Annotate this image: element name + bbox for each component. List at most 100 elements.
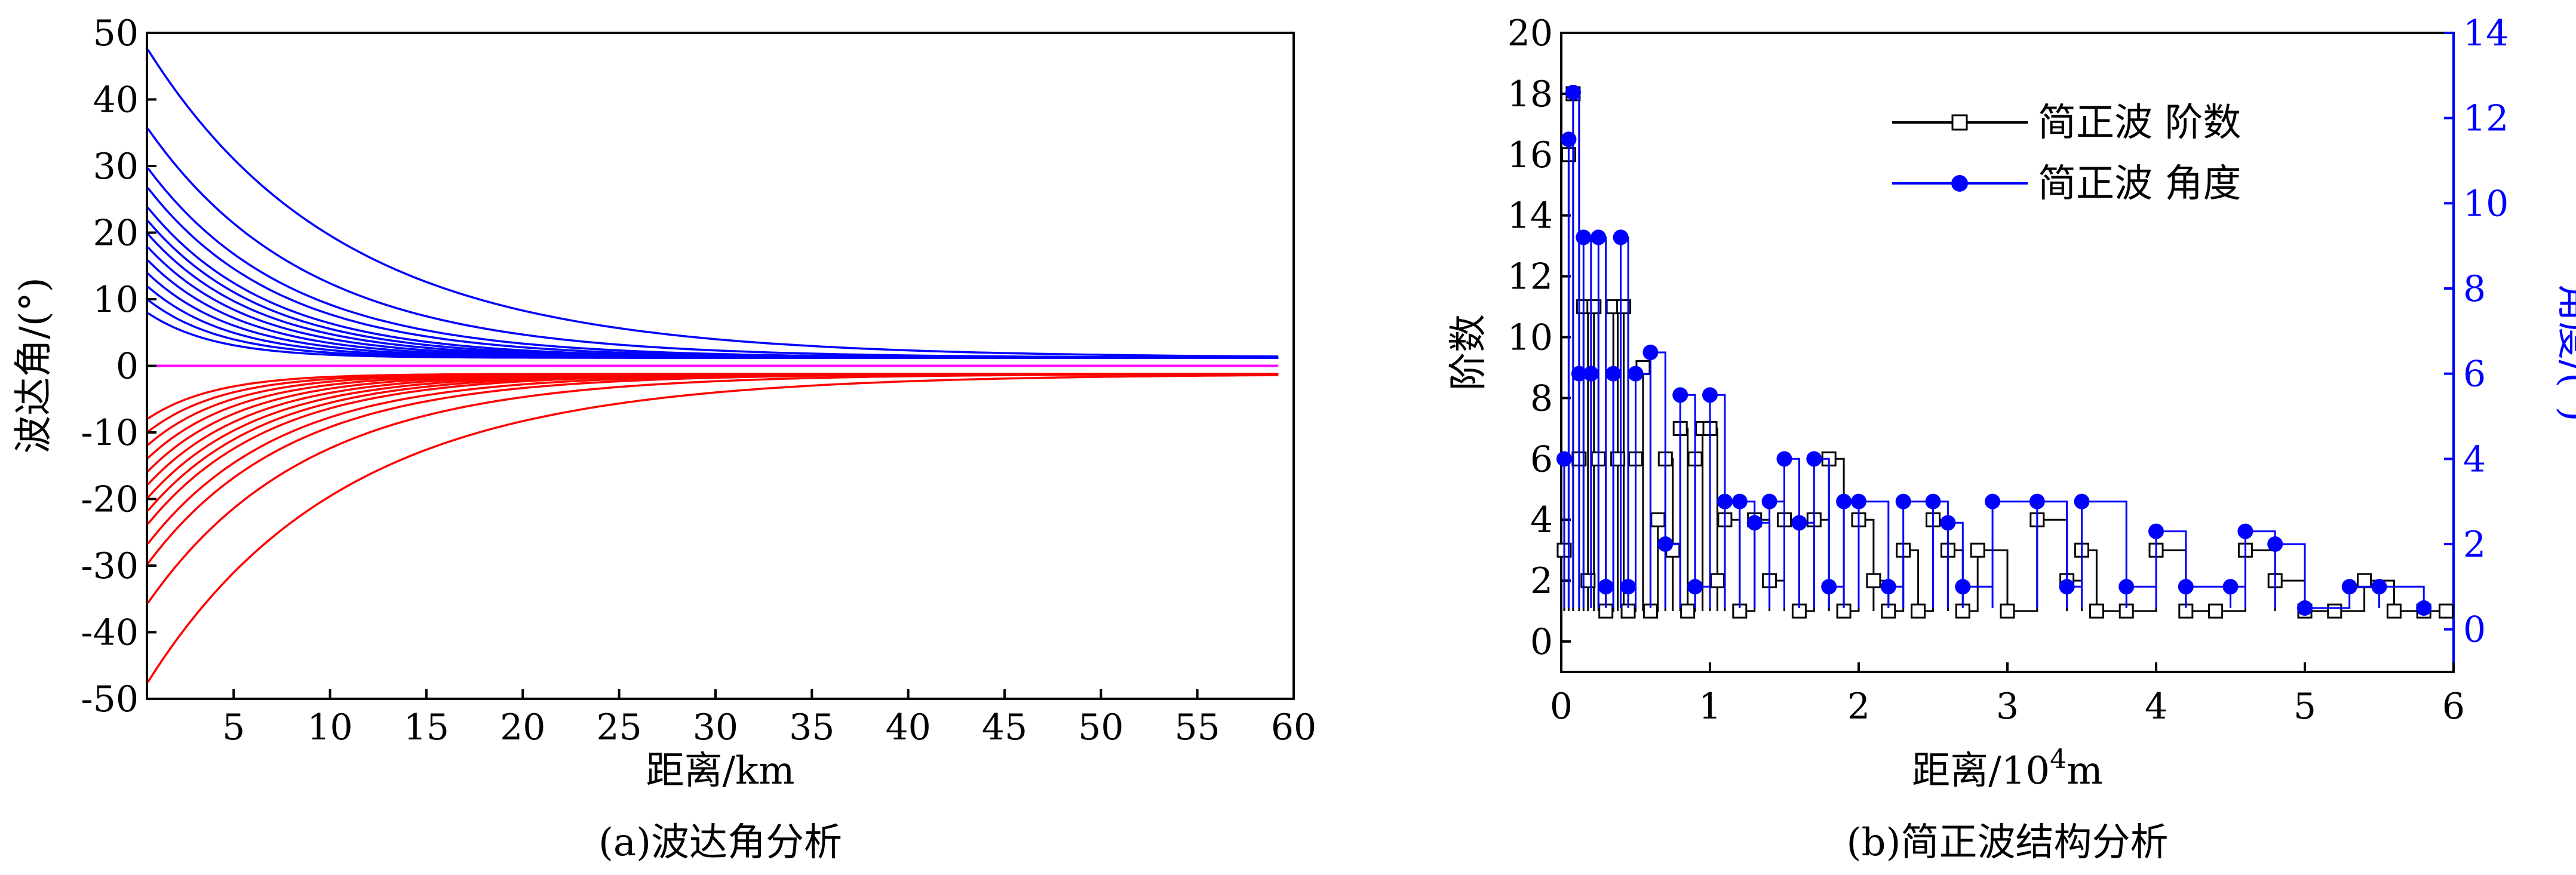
angle-point xyxy=(1642,345,1659,360)
positive-angle-curve xyxy=(147,285,1279,359)
panel-b-x-axis-label: 距离/104m xyxy=(1912,744,2103,793)
panel-a-x-axis-label: 距离/km xyxy=(646,749,794,793)
angle-point xyxy=(2371,579,2387,595)
order-point xyxy=(1680,603,1696,619)
angle-point xyxy=(1731,493,1748,509)
negative-angle-curve xyxy=(147,373,1279,564)
panel-b-caption: (b)简正波结构分析 xyxy=(1847,821,2169,865)
angle-point xyxy=(1702,387,1718,403)
right-y-tick-label: 6 xyxy=(2463,354,2486,395)
order-point xyxy=(2089,603,2104,619)
y-tick-label: 10 xyxy=(93,279,139,321)
right-y-tick-label: 10 xyxy=(2463,183,2509,225)
legend-marker-open-square xyxy=(1951,114,1968,131)
panel-a-y-ticks: -50 -40 -30 -20 -10 0 10 20 30 40 50 xyxy=(81,13,156,720)
angle-point xyxy=(2178,579,2194,595)
panel-b-right-y-axis-label: 角度/(°) xyxy=(2553,283,2576,422)
right-y-tick-label: 14 xyxy=(2463,13,2509,54)
order-point xyxy=(2357,573,2372,588)
panel-b-x-ticks: 0 1 2 3 4 5 6 xyxy=(1550,662,2465,727)
x-tick-label: 5 xyxy=(2293,686,2316,727)
x-tick-label: 3 xyxy=(1996,686,2019,727)
panel-b-series xyxy=(1556,84,2454,619)
angle-point xyxy=(2267,536,2283,552)
left-y-tick-label: 6 xyxy=(1530,438,1553,480)
angle-point xyxy=(1571,366,1587,382)
order-series-line xyxy=(1563,93,2446,612)
angle-point xyxy=(1836,493,1852,509)
x-tick-label: 0 xyxy=(1550,686,1573,727)
angle-point xyxy=(1776,451,1792,467)
angle-point xyxy=(2118,579,2135,595)
angle-point xyxy=(1583,366,1599,382)
y-tick-label: 50 xyxy=(93,13,139,54)
y-tick-label: -10 xyxy=(81,412,139,454)
angle-point xyxy=(1717,493,1733,509)
left-y-tick-label: 16 xyxy=(1507,134,1553,176)
x-tick-label: 50 xyxy=(1078,707,1123,748)
angle-point xyxy=(1851,493,1866,509)
right-y-tick-label: 4 xyxy=(2463,438,2486,480)
x-tick-label: 4 xyxy=(2145,686,2167,727)
right-y-tick-label: 8 xyxy=(2463,268,2486,310)
positive-angle-curve xyxy=(147,167,1279,359)
order-point xyxy=(2439,603,2454,619)
left-y-tick-label: 2 xyxy=(1530,560,1553,602)
angle-point xyxy=(1761,493,1777,509)
positive-angle-curve xyxy=(147,49,1279,358)
legend-label-angle: 简正波 角度 xyxy=(2038,162,2241,206)
angle-point xyxy=(2074,493,2090,509)
left-y-tick-label: 0 xyxy=(1530,621,1553,663)
angle-point xyxy=(1591,229,1607,245)
angle-series-line xyxy=(1563,91,2425,609)
angle-point xyxy=(1613,229,1629,245)
x-tick-label: 15 xyxy=(404,707,449,748)
right-y-tick-label: 2 xyxy=(2463,524,2486,566)
x-tick-label: 2 xyxy=(1847,686,1870,727)
positive-angle-curve xyxy=(147,128,1279,359)
x-tick-label: 55 xyxy=(1174,707,1220,748)
y-tick-label: -40 xyxy=(81,612,139,654)
panel-a-curves xyxy=(147,49,1279,683)
angle-point xyxy=(2341,579,2357,595)
left-y-tick-label: 14 xyxy=(1507,195,1553,237)
angle-point xyxy=(2222,579,2239,595)
angle-point xyxy=(1940,515,1956,531)
y-tick-label: -20 xyxy=(81,479,139,521)
left-y-tick-label: 10 xyxy=(1507,317,1553,359)
legend-label-order: 简正波 阶数 xyxy=(2038,101,2241,145)
x-tick-label: 1 xyxy=(1699,686,1721,727)
angle-point xyxy=(1605,366,1622,382)
left-y-tick-label: 8 xyxy=(1530,377,1553,419)
panel-b-right-y-ticks: 0 2 4 6 8 10 12 14 xyxy=(2444,13,2509,651)
panel-b-legend: 简正波 阶数 简正波 角度 xyxy=(1892,101,2241,206)
order-point xyxy=(1970,542,1985,558)
order-point xyxy=(1650,512,1666,527)
panel-a: 5 10 15 20 25 30 35 40 45 50 55 60 -50 -40 -30 -20 -10 0… xyxy=(12,13,1316,865)
y-tick-label: 30 xyxy=(93,146,139,188)
angle-point xyxy=(1620,579,1637,595)
order-point xyxy=(2000,603,2015,619)
negative-angle-curve xyxy=(147,373,1279,420)
angle-point xyxy=(1955,579,1971,595)
left-y-tick-label: 12 xyxy=(1507,256,1553,298)
angle-point xyxy=(1561,131,1577,148)
positive-angle-curve xyxy=(147,272,1279,359)
angle-point xyxy=(1895,493,1911,509)
x-tick-label: 25 xyxy=(596,707,641,748)
y-tick-label: -30 xyxy=(81,545,139,587)
angle-point xyxy=(2237,523,2253,539)
angle-point xyxy=(1657,536,1674,552)
x-tick-label: 6 xyxy=(2442,686,2465,727)
right-y-tick-label: 12 xyxy=(2463,98,2509,140)
angle-point xyxy=(1687,579,1703,595)
angle-point xyxy=(2059,579,2075,595)
angle-point xyxy=(2297,600,2313,616)
order-point xyxy=(2327,603,2342,619)
x-tick-label: 35 xyxy=(789,707,834,748)
angle-point xyxy=(1880,579,1896,595)
right-y-tick-label: 0 xyxy=(2463,609,2486,651)
negative-angle-curve xyxy=(147,373,1279,459)
